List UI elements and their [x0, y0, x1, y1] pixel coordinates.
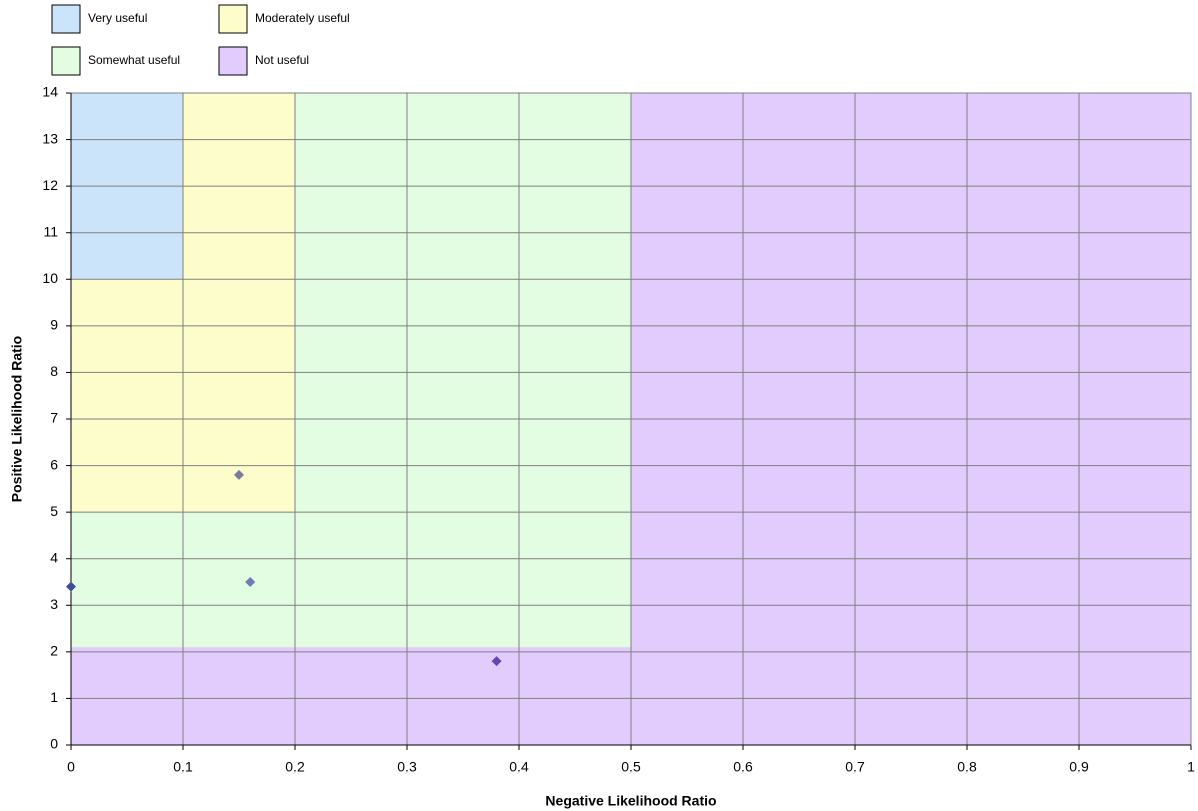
- x-tick-label: 0.9: [1069, 759, 1089, 775]
- legend-label: Very useful: [88, 11, 147, 25]
- y-tick-label: 4: [50, 549, 58, 565]
- y-tick-label: 12: [42, 177, 58, 193]
- y-tick-label: 6: [50, 456, 58, 472]
- point: [491, 656, 502, 667]
- y-axis-title: Positive Likelihood Ratio: [9, 336, 25, 502]
- point: [66, 581, 76, 592]
- y-tick-label: 8: [50, 363, 58, 379]
- y-tick-label: 3: [50, 596, 58, 612]
- x-tick-label: 0: [67, 759, 75, 775]
- legend-swatch: [51, 46, 81, 76]
- legend-label: Somewhat useful: [88, 53, 180, 67]
- point: [245, 577, 256, 587]
- legend-swatch: [218, 46, 248, 76]
- y-tick-label: 10: [42, 270, 58, 286]
- y-tick-label: 14: [42, 84, 58, 100]
- y-tick-label: 13: [42, 130, 58, 146]
- x-tick-label: 0.2: [285, 759, 305, 775]
- y-tick-label: 9: [50, 317, 58, 333]
- x-tick-label: 0.4: [509, 759, 529, 775]
- legend-label: Moderately useful: [255, 11, 350, 25]
- x-tick-label: 0.1: [173, 759, 193, 775]
- y-tick-label: 11: [43, 223, 58, 239]
- legend-swatch: [51, 4, 81, 34]
- x-tick-label: 0.8: [957, 759, 977, 775]
- y-tick-label: 2: [50, 643, 58, 659]
- x-tick-label: 1: [1187, 759, 1195, 775]
- point: [234, 469, 244, 480]
- x-axis-title: Negative Likelihood Ratio: [545, 793, 716, 809]
- y-tick-label: 7: [50, 410, 58, 426]
- y-tick-label: 0: [50, 736, 58, 752]
- x-tick-label: 0.3: [397, 759, 417, 775]
- y-tick-label: 5: [50, 503, 58, 519]
- x-tick-label: 0.7: [845, 759, 865, 775]
- x-tick-label: 0.6: [733, 759, 753, 775]
- legend-swatch: [218, 4, 248, 34]
- x-tick-label: 0.5: [621, 759, 641, 775]
- y-tick-label: 1: [50, 689, 58, 705]
- legend-label: Not useful: [255, 53, 309, 67]
